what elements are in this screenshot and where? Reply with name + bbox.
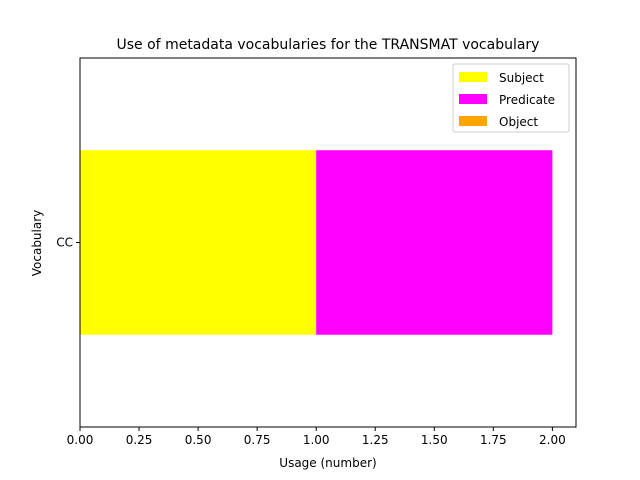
x-tick-label: 1.75 <box>480 433 507 447</box>
x-tick-label: 0.50 <box>185 433 212 447</box>
legend-swatch-subject <box>459 72 487 82</box>
legend-label-predicate: Predicate <box>499 93 555 107</box>
x-axis-label: Usage (number) <box>279 456 376 470</box>
legend-swatch-predicate <box>459 94 487 104</box>
bars-group <box>80 150 553 335</box>
x-tick-label: 1.50 <box>421 433 448 447</box>
bar-predicate-cc <box>316 150 553 335</box>
y-axis: CC <box>56 236 80 250</box>
x-tick-label: 0.00 <box>67 433 94 447</box>
bar-subject-cc <box>80 150 317 335</box>
legend: Subject Predicate Object <box>452 63 570 133</box>
x-tick-label: 0.25 <box>126 433 153 447</box>
legend-swatch-object <box>459 116 487 126</box>
x-tick-label: 0.75 <box>244 433 271 447</box>
x-tick-label: 1.25 <box>362 433 389 447</box>
y-axis-label: Vocabulary <box>30 210 44 277</box>
legend-label-subject: Subject <box>499 71 544 85</box>
y-tick-label: CC <box>56 236 73 250</box>
chart-title: Use of metadata vocabularies for the TRA… <box>117 37 540 53</box>
x-axis: 0.00 0.25 0.50 0.75 1.00 1.25 1.50 1.75 2.00 <box>67 427 566 447</box>
x-tick-label: 2.00 <box>539 433 566 447</box>
x-tick-label: 1.00 <box>303 433 330 447</box>
legend-label-object: Object <box>499 115 538 129</box>
